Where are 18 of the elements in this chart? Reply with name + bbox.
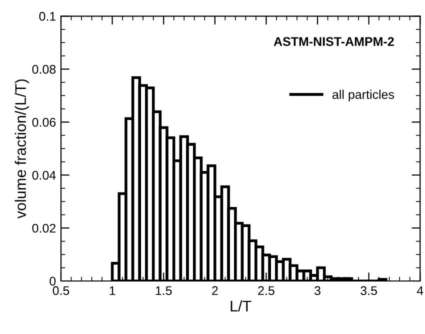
x-tick-label: 3.5	[360, 286, 377, 296]
x-tick-label: 2	[212, 286, 218, 295]
y-tick-label: 0.08	[32, 64, 56, 74]
x-tick-label: 4	[416, 286, 424, 295]
x-tick-label: 1.5	[156, 286, 172, 296]
x-tick-label: 3	[314, 286, 320, 296]
y-tick-label: 0	[50, 276, 56, 286]
x-tick-label: 0.5	[52, 286, 70, 296]
text: ASTM-NIST-AMPM-2	[274, 37, 394, 46]
y-tick-label: 0.06	[32, 118, 56, 127]
y-tick-label: 0.04	[32, 170, 56, 180]
x-axis-title: L/T	[230, 300, 252, 312]
y-axis-title: volume fraction/(L/T)	[14, 79, 30, 219]
x-tick-label: 1	[110, 286, 116, 295]
y-tick-label: 0.02	[32, 224, 56, 233]
legend-label: all particles	[332, 90, 394, 102]
y-tick-label: 0.1	[39, 12, 56, 21]
x-tick-label: 2.5	[258, 286, 274, 296]
